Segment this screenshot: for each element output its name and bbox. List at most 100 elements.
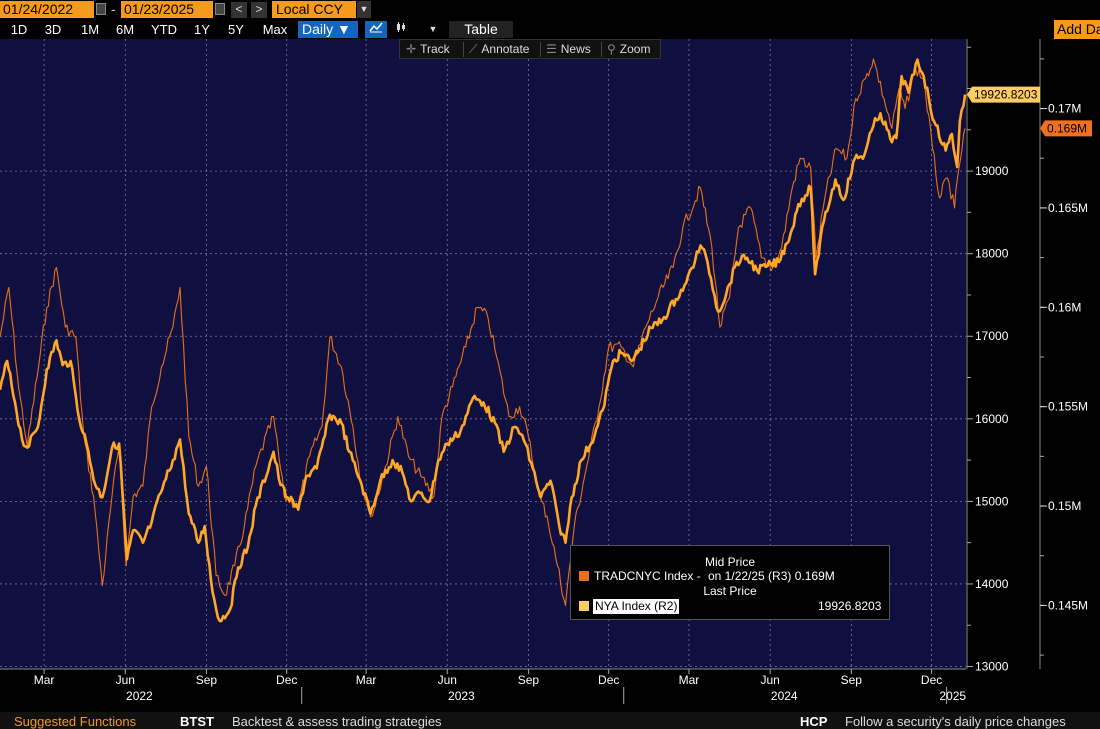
legend-tradcnyc[interactable]: TRADCNYC Index - on 1/22/25 (R3) 0.169M	[571, 569, 889, 584]
time-axis: Mar Jun Sep Dec Mar Jun Sep Dec Mar Jun Sep Dec 2022…	[0, 668, 966, 704]
frequency-select[interactable]: Daily ▼	[298, 21, 358, 38]
divider	[463, 42, 464, 57]
left-tick-label: 15000	[975, 494, 1009, 508]
right-tick-label: 0.17M	[1048, 102, 1081, 116]
series-swatch	[579, 601, 589, 611]
range-3d-button[interactable]: 3D	[44, 22, 62, 37]
x-year-label: 2024	[771, 689, 798, 703]
mid-price-label: 0.169M	[1047, 121, 1087, 135]
chart-legend[interactable]: Mid Price TRADCNYC Index - on 1/22/25 (R…	[570, 545, 890, 620]
add-data-button[interactable]: Add Data	[1054, 20, 1100, 39]
divider	[540, 42, 541, 57]
x-year-label: 2022	[126, 689, 153, 703]
x-tick-label: Dec	[921, 673, 942, 687]
pencil-icon: ⟋	[469, 42, 478, 56]
x-tick-label: Mar	[356, 673, 377, 687]
range-6m-button[interactable]: 6M	[115, 22, 135, 37]
right-tick-label: 0.165M	[1048, 201, 1088, 215]
annotate-tool[interactable]: ⟋ Annotate	[469, 41, 529, 58]
right-tick-label: 0.16M	[1048, 300, 1081, 314]
x-tick-label: Mar	[34, 673, 55, 687]
range-ytd-button[interactable]: YTD	[151, 22, 177, 37]
last-price-header: Last Price	[703, 584, 757, 598]
mid-price-header: Mid Price	[704, 555, 755, 569]
right-tick-label: 0.15M	[1048, 499, 1081, 513]
grid-lines	[0, 39, 966, 669]
track-label: Track	[420, 42, 450, 56]
divider	[601, 42, 602, 57]
left-tick-label: 18000	[975, 247, 1009, 261]
chart-tools-tray: ✛ Track ⟋ Annotate ☰ News ⚲ Zoom	[399, 39, 661, 59]
right-value-axis: 0.145M 0.15M 0.155M 0.16M 0.165M 0.17M	[1039, 39, 1088, 669]
hcp-description: Follow a security's daily price changes	[845, 714, 1066, 729]
last-value-labels: 19926.8203 0.169M	[967, 86, 1092, 137]
track-tool[interactable]: ✛ Track	[406, 41, 450, 58]
btst-description: Backtest & assess trading strategies	[232, 714, 442, 729]
news-icon: ☰	[546, 42, 557, 56]
chevron-down-icon[interactable]: ▼	[428, 24, 438, 34]
zoom-label: Zoom	[619, 42, 651, 56]
axis-area	[966, 39, 1100, 729]
left-tick-label: 17000	[975, 329, 1009, 343]
x-tick-label: Jun	[760, 673, 779, 687]
annotate-label: Annotate	[481, 42, 530, 56]
calendar-icon[interactable]	[215, 3, 225, 15]
x-tick-label: Jun	[438, 673, 457, 687]
x-tick-label: Jun	[116, 673, 135, 687]
nya-value: 19926.8203	[818, 599, 882, 613]
right-tick-label: 0.145M	[1048, 598, 1088, 612]
right-tick-label: 0.155M	[1048, 400, 1088, 414]
tradcnyc-detail: on 1/22/25 (R3) 0.169M	[708, 569, 835, 583]
table-button[interactable]: Table	[449, 21, 513, 38]
line-chart-icon[interactable]	[365, 21, 387, 38]
series-group	[0, 58, 967, 623]
suggested-functions-bar: Suggested Functions BTST Backtest & asse…	[0, 712, 1100, 729]
magnifier-icon: ⚲	[607, 42, 616, 56]
price-chart[interactable]: 13000 14000 15000 16000 17000 18000 19000 0.14…	[0, 39, 1100, 729]
x-tick-label: Sep	[196, 673, 218, 687]
mid-price-label-bg	[1040, 120, 1092, 137]
x-year-label: 2025	[939, 689, 966, 703]
news-label: News	[560, 42, 591, 56]
series-line-nya	[0, 58, 967, 623]
zoom-tool[interactable]: ⚲ Zoom	[607, 41, 650, 58]
btst-function[interactable]: BTST	[180, 714, 214, 729]
start-date-field[interactable]: 01/24/2022	[0, 1, 94, 18]
last-price-label-bg	[967, 86, 1040, 103]
range-1y-button[interactable]: 1Y	[194, 22, 210, 37]
x-tick-label: Mar	[679, 673, 700, 687]
left-tick-label: 13000	[975, 660, 1009, 674]
x-tick-label: Sep	[841, 673, 863, 687]
news-tool[interactable]: ☰ News	[546, 41, 591, 58]
x-year-label: 2023	[448, 689, 475, 703]
date-toolbar: 01/24/2022 - 01/23/2025 < > Local CCY ▼	[0, 0, 1100, 20]
tradcnyc-name: TRADCNYC Index -	[594, 569, 701, 583]
chevron-down-icon[interactable]: ▼	[357, 1, 371, 18]
x-tick-label: Dec	[276, 673, 297, 687]
left-tick-label: 16000	[975, 412, 1009, 426]
date-separator: -	[111, 1, 116, 17]
left-tick-label: 14000	[975, 577, 1009, 591]
crosshair-icon: ✛	[406, 42, 417, 56]
range-1d-button[interactable]: 1D	[10, 22, 28, 37]
series-swatch	[579, 571, 589, 581]
left-value-axis: 13000 14000 15000 16000 17000 18000 19000	[966, 39, 1009, 674]
prev-period-button[interactable]: <	[231, 2, 247, 18]
candlestick-icon[interactable]	[392, 21, 410, 38]
left-tick-label: 19000	[975, 164, 1009, 178]
legend-nya[interactable]: NYA Index (R2) 19926.8203	[571, 599, 889, 614]
next-period-button[interactable]: >	[251, 2, 267, 18]
range-max-button[interactable]: Max	[262, 22, 288, 37]
currency-select[interactable]: Local CCY	[272, 1, 356, 18]
suggested-functions-label[interactable]: Suggested Functions	[14, 714, 137, 729]
series-line-tradcnyc	[0, 58, 966, 606]
end-date-field[interactable]: 01/23/2025	[121, 1, 213, 18]
last-price-label: 19926.8203	[974, 88, 1038, 102]
x-tick-label: Dec	[598, 673, 619, 687]
calendar-icon[interactable]	[96, 3, 106, 15]
x-tick-label: Sep	[518, 673, 540, 687]
range-1m-button[interactable]: 1M	[80, 22, 100, 37]
range-toolbar: 1D 3D 1M 6M YTD 1Y 5Y Max Daily ▼ ▼ Tabl…	[0, 20, 1100, 39]
hcp-function[interactable]: HCP	[800, 714, 828, 729]
range-5y-button[interactable]: 5Y	[228, 22, 244, 37]
